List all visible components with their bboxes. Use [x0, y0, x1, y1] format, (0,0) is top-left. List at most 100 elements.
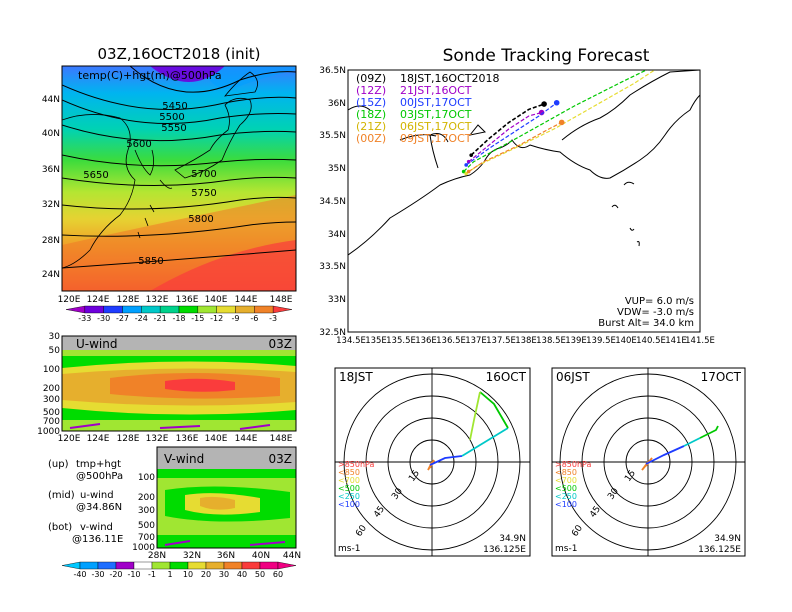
map-label: temp(C)+hgt(m)@500hPa	[78, 69, 222, 82]
colorbar-swatch	[216, 305, 236, 314]
colorbar-swatch	[254, 305, 274, 314]
param-vup: VUP= 6.0 m/s	[625, 296, 694, 307]
legend-launch-time: 00JST,17OCT	[400, 96, 472, 109]
legend-text: tmp+hgt	[76, 459, 121, 470]
sonde-landing-point	[541, 101, 547, 107]
tracking-legend: (09Z) 18JST,16OCT2018 (12Z) 21JST,16OCT …	[356, 72, 500, 145]
colorbar-swatch	[241, 561, 261, 570]
level-label: >850hPa	[555, 460, 592, 469]
p-tick: 30	[49, 332, 61, 342]
v-wind-time: 03Z	[269, 452, 293, 466]
level-label: <500	[338, 484, 360, 493]
sonde-launch-point	[466, 159, 471, 164]
p-tick: 200	[43, 384, 60, 394]
colorbar-swatch	[178, 305, 199, 314]
legend-launch-code: (21Z)	[356, 120, 386, 133]
colorbar-label: 50	[255, 570, 265, 579]
colorbar-swatch	[103, 305, 123, 314]
tracking-lat-ticks: 36.5N 36N 35.5N 35N 34.5N 34N 33.5N 33N …	[319, 66, 346, 338]
map-lat-ticks: 44N 40N 36N 32N 28N 24N	[42, 95, 60, 280]
colorbar-label: -21	[154, 314, 167, 323]
colorbar-label: 40	[237, 570, 247, 579]
lon-tick: 138.5E	[536, 336, 566, 346]
colorbar-swatch	[159, 305, 180, 314]
contour-label-5650: 5650	[83, 170, 108, 181]
contour-label-5750: 5750	[191, 188, 216, 199]
hodo-right-time: 06JST	[556, 370, 590, 384]
param-vdw: VDW= -3.0 m/s	[617, 307, 694, 318]
level-label: <250	[555, 492, 577, 501]
u-wind-field	[62, 336, 296, 431]
tracking-frame	[347, 69, 701, 333]
sonde-track-line	[465, 70, 656, 174]
contour-label-5550: 5550	[161, 123, 186, 134]
u-wind-frame	[61, 335, 297, 432]
lon-tick: 128E	[117, 295, 140, 305]
hodo-left-unit: ms-1	[338, 544, 360, 554]
contour-label-5450: 5450	[162, 101, 187, 112]
hodo-left-lat: 34.9N	[499, 534, 526, 544]
lon-tick: 139E	[565, 336, 587, 346]
hodo-right-date: 17OCT	[701, 370, 742, 384]
colorbar-swatch	[259, 561, 279, 570]
hodo-left-lon: 136.125E	[483, 545, 526, 555]
lat-tick: 32N	[42, 200, 60, 210]
lon-tick: 144E	[235, 295, 258, 305]
sonde-launch-point	[464, 171, 468, 176]
sonde-launch-point	[464, 163, 468, 167]
contour-label-5850: 5850	[138, 256, 163, 267]
lon-tick: 136E	[176, 434, 199, 444]
p-tick: 200	[138, 493, 155, 503]
temperature-field	[62, 66, 296, 291]
legend-key: (bot)	[48, 522, 72, 533]
tracking-title: Sonde Tracking Forecast	[443, 46, 650, 66]
lat-tick: 36N	[217, 551, 235, 561]
colorbar-swatch	[97, 561, 117, 570]
hodo-left-levels: >850hPa <850 <700 <500 <250 <100	[338, 460, 375, 509]
colorbar-label: -12	[210, 314, 223, 323]
level-label: <700	[555, 476, 577, 485]
sonde-tracks	[461, 70, 656, 176]
colorbar-label: -30	[91, 570, 104, 579]
lat-tick: 35N	[328, 164, 346, 174]
lon-tick: 140E	[205, 434, 228, 444]
coastlines	[62, 71, 258, 269]
hodo-right-lat: 34.9N	[714, 534, 741, 544]
colorbar-label: -27	[116, 314, 129, 323]
legend-launch-time: 09JST,17OCT	[400, 132, 472, 145]
colorbar-label: -20	[109, 570, 122, 579]
level-label: <850	[555, 468, 577, 477]
colorbar-label: -6	[250, 314, 258, 323]
p-tick: 300	[43, 395, 60, 405]
legend-launch-code: (00Z)	[356, 132, 386, 145]
lon-tick: 124E	[87, 434, 110, 444]
colorbar-swatch	[197, 305, 217, 314]
colorbar-swatch	[65, 305, 86, 314]
legend-launch-time: 18JST,16OCT2018	[400, 72, 500, 85]
lon-tick: 136.5E	[436, 336, 466, 346]
lon-tick: 120E	[58, 434, 81, 444]
colorbar-swatch	[151, 561, 171, 570]
v-wind-frame	[156, 446, 297, 549]
hodo-left-date: 16OCT	[486, 370, 527, 384]
contour-label-5600: 5600	[126, 139, 151, 150]
sonde-launch-point	[461, 169, 466, 174]
v-wind-lat-ticks: 28N 32N 36N 40N 44N	[148, 551, 301, 561]
hodo-right-trace	[641, 425, 719, 471]
colorbar-swatch	[169, 561, 189, 570]
lat-tick: 36.5N	[319, 66, 346, 76]
colorbar-swatch	[141, 305, 161, 314]
lon-tick: 141E	[665, 336, 687, 346]
lon-tick: 137.5E	[486, 336, 516, 346]
hodo-left-trace	[427, 391, 509, 471]
colorbar-label: -1	[148, 570, 156, 579]
lon-tick: 141.5E	[685, 336, 715, 346]
legend-key: (up)	[48, 459, 69, 470]
sonde-track-line	[468, 121, 562, 173]
p-tick: 1000	[132, 543, 155, 553]
level-label: >850hPa	[338, 460, 375, 469]
lon-tick: 140E	[615, 336, 637, 346]
lon-tick: 137E	[465, 336, 487, 346]
legend-text: v-wind	[80, 522, 113, 533]
